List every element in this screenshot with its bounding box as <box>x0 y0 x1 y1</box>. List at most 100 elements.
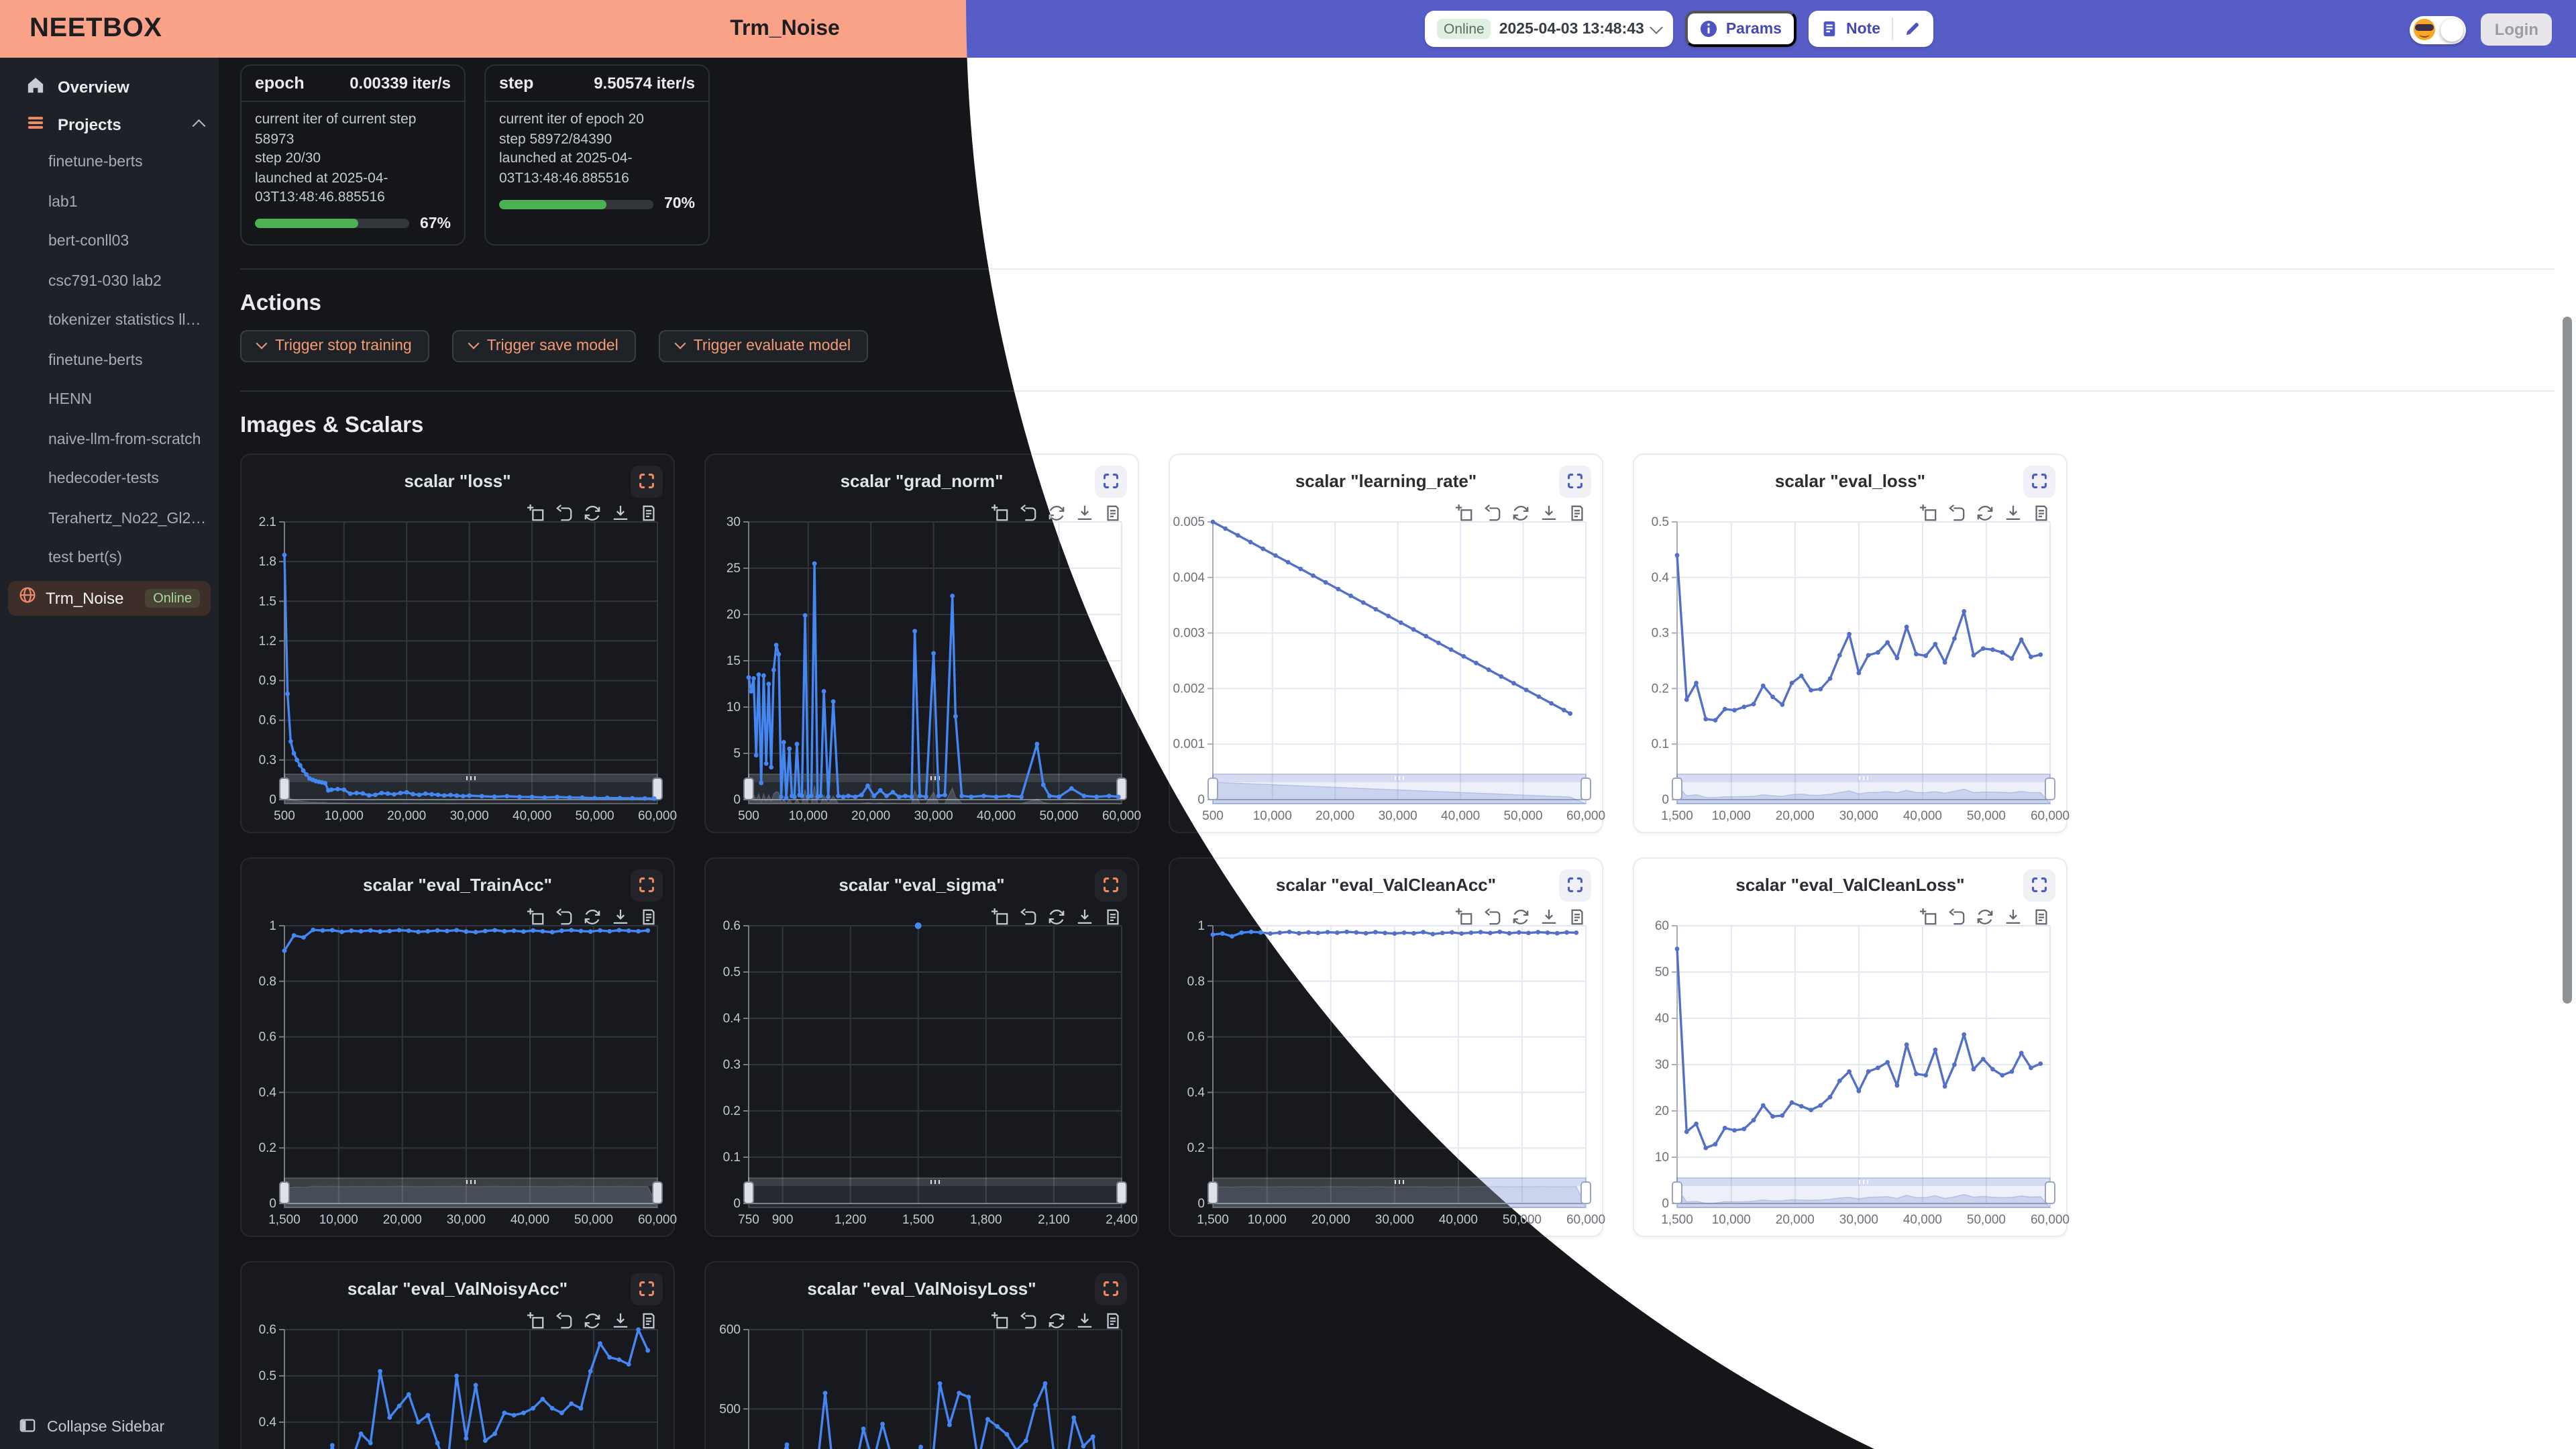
restore-icon[interactable] <box>1976 908 1994 925</box>
expand-icon[interactable] <box>1559 465 1591 497</box>
restore-icon[interactable] <box>1512 504 1529 521</box>
revert-zoom-icon[interactable] <box>1484 908 1501 925</box>
box-select-icon[interactable] <box>527 1311 545 1329</box>
revert-zoom-icon[interactable] <box>555 504 573 521</box>
chart-plot[interactable]: 0 0.1 0.2 0.3 0.4 0.5 0.6 750 900 1,200 1,500 1,800… <box>714 918 1138 1231</box>
chart-plot[interactable]: 0 0.3 0.6 0.9 1.2 1.5 1.8 2.1 500 10,000 20,000 30,… <box>250 515 677 827</box>
data-view-icon[interactable] <box>1104 504 1122 521</box>
datazoom-handle-right[interactable] <box>2045 1181 2055 1203</box>
box-select-icon[interactable] <box>527 504 545 521</box>
sidebar-project-item[interactable]: finetune-berts <box>48 154 143 170</box>
chart-plot[interactable]: 0 5 10 15 20 25 30 500 10,000 20,000 30,000 40,000 5… <box>714 515 1141 827</box>
datazoom-handle-right[interactable] <box>652 777 663 800</box>
datazoom-handle-left[interactable] <box>743 777 754 800</box>
datazoom-handle-left[interactable] <box>743 1181 754 1203</box>
login-button[interactable]: Login <box>2481 13 2552 46</box>
expand-icon[interactable] <box>631 869 663 901</box>
datazoom-handle-left[interactable] <box>279 777 290 800</box>
restore-icon[interactable] <box>1976 504 1994 521</box>
sidebar-item-overview[interactable]: Overview <box>0 68 219 106</box>
restore-icon[interactable] <box>1048 908 1065 925</box>
data-view-icon[interactable] <box>1104 1311 1122 1329</box>
sidebar-project-item[interactable]: naive-llm-from-scratch <box>48 431 201 447</box>
download-icon[interactable] <box>1540 908 1558 925</box>
box-select-icon[interactable] <box>1456 504 1473 521</box>
box-select-icon[interactable] <box>1456 908 1473 925</box>
revert-zoom-icon[interactable] <box>555 1311 573 1329</box>
sidebar-project-item[interactable]: test bert(s) <box>48 550 122 566</box>
revert-zoom-icon[interactable] <box>1020 908 1037 925</box>
note-button[interactable]: Note <box>1808 11 1933 47</box>
download-icon[interactable] <box>612 908 629 925</box>
theme-toggle[interactable] <box>2410 15 2467 44</box>
chart-plot[interactable]: 0 10 20 30 40 50 60 1,500 10,000 20,000 30,000 40,0… <box>1642 918 2070 1231</box>
chart-plot[interactable]: 00.10.20.30.40.50.61,50010,00020,00030,0… <box>250 1322 668 1449</box>
sidebar-project-item[interactable]: Terahertz_No22_Gl261_gl... <box>48 511 219 527</box>
sidebar-project-item[interactable]: finetune-berts <box>48 352 143 368</box>
download-icon[interactable] <box>612 504 629 521</box>
revert-zoom-icon[interactable] <box>1020 1311 1037 1329</box>
expand-icon[interactable] <box>1095 869 1127 901</box>
datazoom-handle-left[interactable] <box>1672 1181 1682 1203</box>
datazoom-handle-right[interactable] <box>1116 1181 1127 1203</box>
data-view-icon[interactable] <box>1568 504 1586 521</box>
expand-icon[interactable] <box>1095 1273 1127 1305</box>
restore-icon[interactable] <box>1048 1311 1065 1329</box>
sidebar-project-item[interactable]: tokenizer statistics llama... <box>48 313 219 329</box>
sidebar-project-item[interactable]: csc791-030 lab2 <box>48 273 162 289</box>
restore-icon[interactable] <box>584 504 601 521</box>
collapse-sidebar-button[interactable]: Collapse Sidebar <box>19 1417 164 1438</box>
box-select-icon[interactable] <box>991 908 1009 925</box>
toggle-knob[interactable] <box>2440 18 2464 41</box>
expand-icon[interactable] <box>1559 869 1591 901</box>
data-view-icon[interactable] <box>2033 908 2050 925</box>
chart-plot[interactable]: 0 0.001 0.002 0.003 0.004 0.005 500 10,000 20,00… <box>1173 515 1605 827</box>
data-view-icon[interactable] <box>2033 504 2050 521</box>
box-select-icon[interactable] <box>991 1311 1009 1329</box>
pencil-icon[interactable] <box>1903 20 1921 38</box>
action-button[interactable]: Trigger save model <box>451 329 636 362</box>
datazoom-handle-right[interactable] <box>2045 777 2055 800</box>
revert-zoom-icon[interactable] <box>555 908 573 925</box>
revert-zoom-icon[interactable] <box>1020 504 1037 521</box>
download-icon[interactable] <box>2004 504 2022 521</box>
data-view-icon[interactable] <box>640 504 657 521</box>
datazoom-handle-left[interactable] <box>1208 1181 1218 1203</box>
download-icon[interactable] <box>1076 1311 1093 1329</box>
download-icon[interactable] <box>612 1311 629 1329</box>
datazoom-handle-right[interactable] <box>652 1181 663 1203</box>
restore-icon[interactable] <box>584 1311 601 1329</box>
expand-icon[interactable] <box>631 465 663 497</box>
revert-zoom-icon[interactable] <box>1948 504 1966 521</box>
sidebar-project-item[interactable]: lab1 <box>48 194 78 210</box>
box-select-icon[interactable] <box>1920 908 1937 925</box>
sidebar-project-item[interactable]: bert-conll03 <box>48 233 129 250</box>
sidebar-project-item[interactable]: HENN <box>48 392 93 408</box>
expand-icon[interactable] <box>1095 465 1127 497</box>
box-select-icon[interactable] <box>527 908 545 925</box>
datazoom-handle-right[interactable] <box>1116 777 1127 800</box>
datazoom-handle-left[interactable] <box>1208 777 1218 800</box>
data-view-icon[interactable] <box>1104 908 1122 925</box>
data-view-icon[interactable] <box>640 908 657 925</box>
revert-zoom-icon[interactable] <box>1948 908 1966 925</box>
download-icon[interactable] <box>1076 908 1093 925</box>
chart-plot[interactable]: 0 0.2 0.4 0.6 0.8 1 1,500 10,000 20,000 30,000 40,… <box>250 918 677 1231</box>
datazoom-handle-right[interactable] <box>1580 1181 1591 1203</box>
box-select-icon[interactable] <box>1920 504 1937 521</box>
expand-icon[interactable] <box>2023 869 2055 901</box>
chart-plot[interactable]: 3004005006001,50010,00020,00030,00040,00… <box>714 1322 1132 1449</box>
vertical-scrollbar[interactable] <box>2563 317 2572 1004</box>
datazoom-handle-left[interactable] <box>1672 777 1682 800</box>
datazoom-handle-right[interactable] <box>1580 777 1591 800</box>
data-view-icon[interactable] <box>640 1311 657 1329</box>
restore-icon[interactable] <box>584 908 601 925</box>
action-button[interactable]: Trigger stop training <box>240 329 429 362</box>
sidebar-project-item[interactable]: hedecoder-tests <box>48 471 159 487</box>
run-selector[interactable]: Online 2025-04-03 13:48:43 <box>1425 11 1674 47</box>
revert-zoom-icon[interactable] <box>1484 504 1501 521</box>
data-view-icon[interactable] <box>1568 908 1586 925</box>
box-select-icon[interactable] <box>991 504 1009 521</box>
sidebar-item-selected-project[interactable]: Trm_Noise Online <box>8 581 211 616</box>
app-logo[interactable]: NEETBOX <box>30 13 162 43</box>
